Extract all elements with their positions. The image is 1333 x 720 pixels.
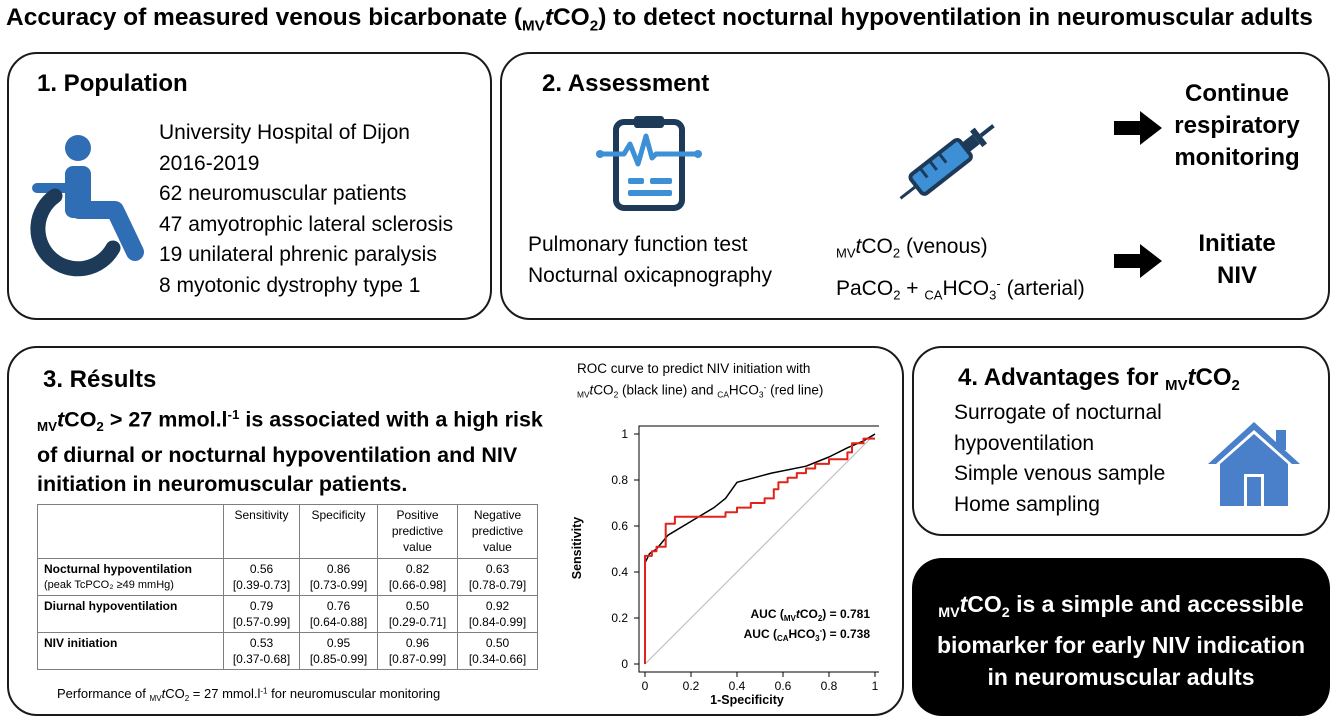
roc-chart-title: ROC curve to predict NIV initiation with…: [577, 361, 824, 400]
table-header-cell: Sensitivity: [223, 504, 300, 559]
table-cell: 0.63 [0.78-0.79]: [457, 558, 538, 596]
assessment-samples: MVtCO2 (venous) PaCO2 + CAHCO3- (arteria…: [836, 232, 1085, 311]
table-row-label: Nocturnal hypoventilation (peak TcPCO₂ ≥4…: [37, 558, 224, 596]
assessment-test-line: Pulmonary function test: [528, 233, 748, 256]
auc-ca-annotation: AUC (CAHCO3-) = 0.738: [744, 626, 871, 643]
page-title: Accuracy of measured venous bicarbonate …: [6, 4, 1313, 35]
table-cell: 0.96 [0.87-0.99]: [377, 632, 458, 670]
roc-chart: 0 0.2 0.4 0.6 0.8 1 0 0.2 0.4 0.6 0.8 1 1-Specifici…: [570, 425, 879, 707]
population-line: 2016-2019: [159, 151, 260, 175]
performance-table: Sensitivity Specificity Positive predict…: [37, 504, 538, 670]
advantage-line: Home sampling: [954, 492, 1100, 516]
table-row-label: Diurnal hypoventilation: [37, 595, 224, 633]
outcome-initiate: Initiate NIV: [1198, 230, 1276, 289]
assessment-test-line: Nocturnal oxicapnography: [528, 263, 772, 287]
table-cell: 0.92 [0.84-0.99]: [457, 595, 538, 633]
arterial-sample-line: PaCO2 + CAHCO3- (arterial): [836, 276, 1085, 303]
population-line: 62 neuromuscular patients: [159, 182, 407, 205]
x-tick-label: 0.4: [729, 679, 746, 693]
advantage-line: Surrogate of nocturnal: [954, 401, 1162, 424]
population-line: University Hospital of Dijon: [159, 121, 410, 144]
x-tick-label: 0: [642, 679, 649, 693]
results-panel: 3. Résults MVtCO2 > 27 mmol.l-1 is assoc…: [7, 346, 904, 716]
roc-line-cahco3: [644, 437, 875, 664]
table-header-cell: Negative predictive value: [457, 504, 538, 559]
table-cell: 0.50 [0.29-0.71]: [377, 595, 458, 633]
x-tick-label: 1: [872, 679, 879, 693]
x-axis-label: 1-Specificity: [710, 693, 784, 707]
y-tick-label: 0: [621, 657, 628, 671]
results-heading: 3. Résults: [43, 366, 157, 393]
arrow-right-icon: [1114, 111, 1162, 145]
table-cell: 0.79 [0.57-0.99]: [223, 595, 300, 633]
advantages-list: Surrogate of nocturnal hypoventilation S…: [954, 398, 1165, 520]
house-icon: [1208, 422, 1300, 506]
y-tick-label: 0.4: [611, 565, 628, 579]
table-row: Diurnal hypoventilation 0.79 [0.57-0.99] …: [37, 595, 538, 633]
table-header-row: Sensitivity Specificity Positive predict…: [37, 504, 538, 559]
assessment-heading: 2. Assessment: [542, 70, 710, 97]
wheelchair-icon: [30, 135, 144, 277]
y-tick-label: 0.6: [611, 519, 628, 533]
auc-mv-annotation: AUC (MVtCO2) = 0.781: [751, 607, 871, 623]
advantages-panel: 4. Advantages for MVtCO2 Surrogate of no…: [912, 346, 1330, 536]
x-tick-label: 0.6: [775, 679, 792, 693]
table-header-cell: Specificity: [299, 504, 378, 559]
table-row-label: NIV initiation: [37, 632, 224, 670]
x-tick-label: 0.8: [821, 679, 838, 693]
table-caption: Performance of MVtCO2 = 27 mmol.l-1 for …: [57, 686, 441, 703]
advantage-line: Simple venous sample: [954, 462, 1166, 485]
assessment-panel: 2. Assessment Pulmonary function test No…: [500, 52, 1330, 320]
x-tick-label: 0.2: [683, 679, 700, 693]
table-cell: 0.76 [0.64-0.88]: [299, 595, 378, 633]
population-list: University Hospital of Dijon 2016-2019 6…: [159, 118, 453, 301]
syringe-icon: [899, 124, 995, 200]
table-cell: 0.95 [0.85-0.99]: [299, 632, 378, 670]
population-line: 8 myotonic dystrophy type 1: [159, 273, 421, 297]
table-row: Nocturnal hypoventilation (peak TcPCO₂ ≥4…: [37, 558, 538, 596]
advantage-line: hypoventilation: [954, 431, 1095, 455]
y-tick-label: 0.2: [611, 611, 628, 625]
table-cell: 0.56 [0.39-0.73]: [223, 558, 300, 596]
results-statement: MVtCO2 > 27 mmol.l-1 is associated with …: [37, 407, 543, 496]
table-header-cell: Positive predictive value: [377, 504, 458, 559]
population-line: 47 amyotrophic lateral sclerosis: [159, 212, 454, 236]
table-cell: 0.82 [0.66-0.98]: [377, 558, 458, 596]
clipboard-ecg-icon: [596, 116, 702, 211]
venous-sample-line: MVtCO2 (venous): [836, 235, 988, 261]
conclusion-panel: MVtCO2 is a simple and accessible biomar…: [912, 558, 1330, 716]
table-header-cell: [37, 504, 224, 559]
population-heading: 1. Population: [37, 70, 188, 97]
y-axis-label: Sensitivity: [570, 517, 584, 580]
table-cell: 0.50 [0.34-0.66]: [457, 632, 538, 670]
table-row: NIV initiation 0.53 [0.37-0.68] 0.95 [0.85…: [37, 632, 538, 670]
plot-area: [638, 425, 879, 673]
outcome-continue: Continue respiratory monitoring: [1174, 80, 1300, 171]
population-panel: 1. Population University Hospital of Dij…: [7, 52, 492, 320]
table-cell: 0.86 [0.73-0.99]: [299, 558, 378, 596]
conclusion-text: MVtCO2 is a simple and accessible biomar…: [936, 591, 1306, 690]
arrow-right-icon: [1114, 244, 1162, 278]
population-line: 19 unilateral phrenic paralysis: [159, 243, 437, 266]
advantages-heading: 4. Advantages for MVtCO2: [958, 364, 1240, 395]
y-tick-label: 0.8: [611, 473, 628, 487]
table-cell: 0.53 [0.37-0.68]: [223, 632, 300, 670]
reference-diagonal: [644, 433, 876, 665]
assessment-tests: Pulmonary function test Nocturnal oxicap…: [528, 230, 772, 291]
y-tick-label: 1: [621, 427, 628, 441]
